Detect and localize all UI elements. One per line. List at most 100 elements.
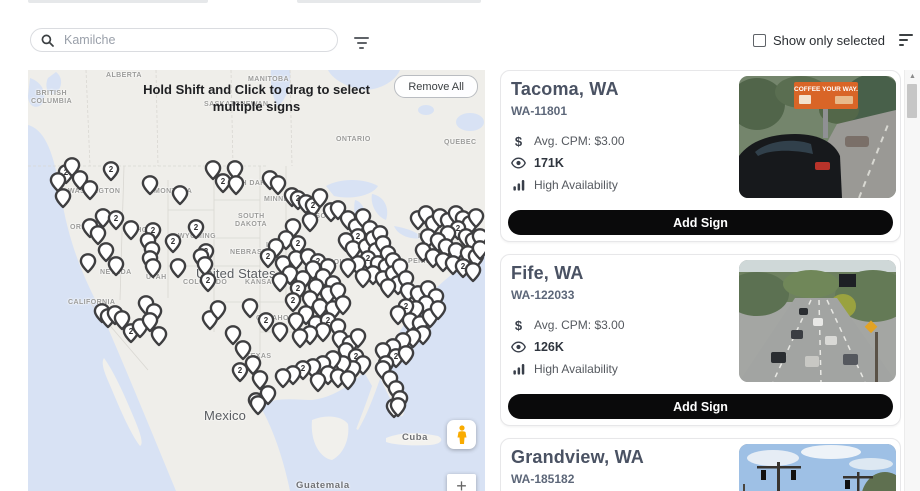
map-pin[interactable] — [274, 368, 292, 389]
eye-icon — [511, 341, 526, 353]
svg-text:2: 2 — [354, 352, 359, 361]
sort-icon[interactable] — [899, 33, 914, 48]
availability-row: High Availability — [511, 358, 890, 380]
sign-card: Tacoma, WA WA-11801 $ Avg. CPM: $3.00 171K… — [500, 70, 901, 242]
map-pin[interactable] — [429, 300, 447, 321]
map-pin[interactable] — [204, 160, 222, 181]
svg-text:2: 2 — [404, 302, 409, 311]
map-pin[interactable] — [79, 253, 97, 274]
card-city-title: Grandview, WA — [511, 447, 644, 467]
search-box[interactable] — [30, 28, 338, 52]
map-pin[interactable] — [339, 258, 357, 279]
svg-text:2: 2 — [129, 327, 134, 336]
svg-text:2: 2 — [291, 296, 296, 305]
card-city-title: Fife, WA — [511, 263, 584, 283]
map-pin[interactable] — [234, 340, 252, 361]
map-pin[interactable] — [224, 325, 242, 346]
map-pin[interactable] — [97, 242, 115, 263]
chart-bars-icon — [512, 364, 524, 375]
map-pin[interactable] — [271, 272, 289, 293]
map-pin[interactable] — [379, 278, 397, 299]
scrollbar-thumb[interactable] — [907, 84, 917, 118]
map-pin[interactable] — [291, 328, 309, 349]
svg-text:2: 2 — [366, 254, 371, 263]
svg-text:2: 2 — [394, 352, 399, 361]
card-sign-id: WA-185182 — [511, 472, 575, 486]
map-pin[interactable] — [397, 345, 415, 366]
map-pin-cluster[interactable]: 2 — [231, 362, 249, 383]
dollar-icon: $ — [514, 317, 523, 333]
add-sign-button[interactable]: Add Sign — [508, 394, 893, 419]
map-pin-cluster[interactable]: 2 — [199, 272, 217, 293]
svg-text:2: 2 — [64, 168, 69, 177]
map-pin[interactable] — [169, 258, 187, 279]
map-pin[interactable] — [334, 295, 352, 316]
map-pin[interactable] — [113, 310, 131, 331]
map-pin[interactable] — [171, 185, 189, 206]
map-pin[interactable] — [81, 180, 99, 201]
card-city-title: Tacoma, WA — [511, 79, 619, 99]
svg-text:2: 2 — [311, 201, 316, 210]
map-pin[interactable] — [269, 175, 287, 196]
map-pin[interactable] — [309, 372, 327, 393]
map-pin-cluster[interactable]: 2 — [259, 248, 277, 269]
map-pin[interactable] — [471, 240, 485, 261]
map-pin-cluster[interactable]: 2 — [102, 161, 120, 182]
scrollbar-up-arrow[interactable]: ▲ — [909, 73, 916, 80]
map-pin[interactable] — [141, 312, 159, 333]
map-pin[interactable] — [339, 370, 357, 391]
map-pin[interactable] — [271, 322, 289, 343]
svg-text:2: 2 — [296, 284, 301, 293]
map-pin[interactable] — [349, 328, 367, 349]
zoom-in-button[interactable]: + — [447, 474, 476, 491]
map-pin-cluster[interactable]: 2 — [284, 292, 302, 313]
map-pin[interactable] — [301, 212, 319, 233]
map-pin[interactable] — [89, 225, 107, 246]
dollar-icon: $ — [514, 133, 523, 149]
map-pin[interactable] — [54, 188, 72, 209]
map-pin[interactable] — [354, 268, 372, 289]
map-pin-cluster[interactable]: 2 — [187, 219, 205, 240]
street-view-pegman-button[interactable] — [447, 420, 476, 449]
map-pin[interactable] — [241, 298, 259, 319]
map-pin[interactable] — [209, 300, 227, 321]
map-pin[interactable] — [144, 258, 162, 279]
chart-bars-icon — [512, 180, 524, 191]
map-pin[interactable] — [150, 326, 168, 347]
cpm-row: $ Avg. CPM: $3.00 — [514, 133, 625, 149]
svg-text:COFFEE YOUR WAY.: COFFEE YOUR WAY. — [794, 86, 858, 93]
list-scrollbar[interactable]: ▲ — [904, 70, 920, 491]
show-only-selected-checkbox[interactable] — [753, 33, 766, 47]
map-canvas[interactable]: BRITISH COLUMBIA ALBERTA SASKATCHEWAN MANITO… — [28, 70, 485, 491]
svg-text:2: 2 — [326, 316, 331, 325]
filter-list-icon[interactable] — [354, 35, 369, 51]
map-pin[interactable] — [389, 397, 407, 418]
list-controls: Show only selected — [753, 31, 914, 49]
map-pin[interactable] — [141, 175, 159, 196]
map-pin-cluster[interactable]: 2 — [257, 312, 275, 333]
map-pin-cluster[interactable]: 2 — [164, 233, 182, 254]
svg-text:2: 2 — [296, 194, 301, 203]
map-pin[interactable] — [122, 220, 140, 241]
map-pin[interactable] — [249, 395, 267, 416]
map-pin-cluster[interactable]: 2 — [107, 210, 125, 231]
map-pin[interactable] — [227, 175, 245, 196]
map-pin[interactable] — [314, 322, 332, 343]
map-pin[interactable] — [107, 256, 125, 277]
sign-card: Grandview, WA WA-185182 — [500, 438, 901, 491]
search-input[interactable] — [62, 32, 327, 48]
map-pin[interactable] — [389, 305, 407, 326]
svg-text:2: 2 — [206, 276, 211, 285]
map-pin[interactable] — [464, 262, 482, 283]
svg-text:2: 2 — [264, 316, 269, 325]
svg-text:2: 2 — [301, 364, 306, 373]
svg-text:2: 2 — [238, 366, 243, 375]
add-sign-button[interactable]: Add Sign — [508, 210, 893, 235]
map-pin[interactable] — [467, 208, 485, 229]
remove-all-button[interactable]: Remove All — [394, 75, 478, 98]
svg-text:2: 2 — [171, 237, 176, 246]
map-pin[interactable] — [251, 370, 269, 391]
map-pin[interactable] — [311, 188, 329, 209]
sign-card: Fife, WA WA-122033 $ Avg. CPM: $3.00 126K H… — [500, 254, 901, 426]
map-pin-cluster[interactable]: 2 — [214, 173, 232, 194]
